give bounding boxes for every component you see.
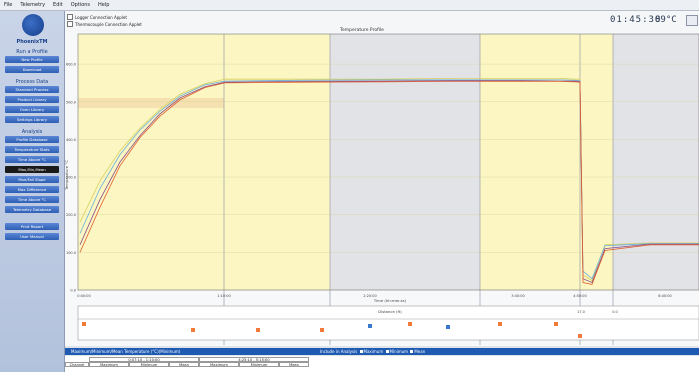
menu-file[interactable]: File bbox=[4, 2, 13, 8]
y-tick-label: 100.0 bbox=[66, 251, 76, 255]
x-tick-label: 1:10:00 bbox=[217, 294, 231, 298]
zone-marker bbox=[368, 324, 372, 328]
max-difference-button[interactable]: Max Difference bbox=[5, 186, 59, 193]
group-header-1: 0:07:10 - 1:10:00 bbox=[89, 357, 199, 362]
zone-marker bbox=[320, 328, 324, 332]
x-tick-label: 4:50:00 bbox=[573, 294, 587, 298]
zone-strip-label: Distance (ft) bbox=[378, 309, 402, 314]
col-min-2: Minimum bbox=[239, 362, 279, 367]
menu-help[interactable]: Help bbox=[98, 2, 110, 8]
zone-marker bbox=[191, 328, 195, 332]
rise-fall-slope-button[interactable]: Rise/Fall Slope bbox=[5, 176, 59, 183]
top-strip: Logger Connection Applet Thermocouple Co… bbox=[65, 11, 699, 32]
clock-readout: 01:45:30 bbox=[610, 15, 662, 25]
time-above-2-button[interactable]: Time Above °C bbox=[5, 196, 59, 203]
x-axis-label: Time (hh:mm:ss) bbox=[373, 298, 407, 303]
include-filter: Include in Analysis Maximum Minimum Mean bbox=[320, 349, 426, 354]
col-max-2: Maximum bbox=[199, 362, 239, 367]
time-above-button[interactable]: Time Above °C bbox=[5, 156, 59, 163]
series-line bbox=[79, 79, 699, 280]
zone-strip bbox=[77, 305, 699, 341]
checkbox-icon bbox=[67, 14, 73, 20]
chart-title: Temperature Profile bbox=[340, 28, 384, 33]
sidebar: PhoenixTM Run a Profile New Profile Down… bbox=[0, 11, 65, 372]
telemetry-database-button[interactable]: Telemetry Database bbox=[5, 206, 59, 213]
plot-frame bbox=[77, 33, 699, 291]
temperature-readout: 89°C bbox=[655, 15, 677, 25]
series-line bbox=[79, 81, 699, 285]
zone-band bbox=[330, 34, 480, 290]
y-tick-label: 300.0 bbox=[66, 176, 76, 180]
oven-library-button[interactable]: Oven Library bbox=[5, 106, 59, 113]
checkbox-icon bbox=[67, 21, 73, 27]
zone-marker-label: 17.0 bbox=[577, 310, 585, 314]
y-tick-label: 600.0 bbox=[66, 63, 76, 67]
highlight-band bbox=[78, 98, 224, 108]
zone-band bbox=[613, 34, 699, 290]
zone-marker-label: 0.0 bbox=[612, 310, 618, 314]
group-header-2: 4:25:10 - 5:15:00 bbox=[199, 357, 309, 362]
menu-options[interactable]: Options bbox=[70, 2, 91, 8]
zone-marker bbox=[256, 328, 260, 332]
y-axis-label: Temperature °C bbox=[64, 160, 69, 191]
zone-marker bbox=[498, 322, 502, 326]
logger-connection-toggle[interactable]: Logger Connection Applet bbox=[67, 14, 127, 20]
table-group-row: 0:07:10 - 1:10:00 4:25:10 - 5:15:00 bbox=[89, 357, 309, 362]
col-mean-2: Mean bbox=[279, 362, 309, 367]
stats-table: 0:07:10 - 1:10:00 4:25:10 - 5:15:00 Chan… bbox=[65, 356, 699, 372]
phoenix-logo-icon bbox=[22, 14, 44, 36]
menu-bar: File Telemetry Edit Options Help bbox=[0, 0, 699, 11]
section-process-data: Process Data bbox=[15, 79, 49, 85]
maximum-checkbox[interactable] bbox=[359, 350, 363, 353]
table-column-row: Channel Maximum Minimum Mean Maximum Min… bbox=[65, 362, 309, 367]
x-tick-label: 6:40:00 bbox=[658, 294, 672, 298]
new-profile-button[interactable]: New Profile bbox=[5, 56, 59, 63]
zone-marker bbox=[82, 322, 86, 326]
max-min-mean-button[interactable]: Max,Min,Mean bbox=[5, 166, 59, 173]
standard-process-button[interactable]: Standard Process bbox=[5, 86, 59, 93]
y-tick-label: 400.0 bbox=[66, 138, 76, 142]
stats-title: Maximum/Minimum/Mean Temperature (°C)(Mi… bbox=[71, 349, 181, 354]
col-mean-1: Mean bbox=[169, 362, 199, 367]
mean-checkbox[interactable] bbox=[410, 350, 414, 353]
temperature-stats-button[interactable]: Temperature Stats bbox=[5, 146, 59, 153]
y-tick-label: 0.0 bbox=[70, 289, 76, 293]
user-manual-button[interactable]: User Manual bbox=[5, 233, 59, 240]
window-button[interactable] bbox=[686, 15, 698, 26]
series-line bbox=[79, 80, 699, 284]
y-tick-label: 500.0 bbox=[66, 100, 76, 104]
zone-marker bbox=[578, 334, 582, 338]
product-library-button[interactable]: Product Library bbox=[5, 96, 59, 103]
x-tick-label: 2:20:00 bbox=[363, 294, 377, 298]
zone-marker bbox=[446, 325, 450, 329]
download-button[interactable]: Download bbox=[5, 66, 59, 73]
profile-database-button[interactable]: Profile Database bbox=[5, 136, 59, 143]
thermocouple-connection-toggle[interactable]: Thermocouple Connection Applet bbox=[67, 21, 142, 27]
menu-telemetry[interactable]: Telemetry bbox=[20, 2, 46, 8]
stats-header: Maximum/Minimum/Mean Temperature (°C)(Mi… bbox=[65, 348, 699, 355]
x-tick-label: 0:00:00 bbox=[77, 294, 91, 298]
print-report-button[interactable]: Print Report bbox=[5, 223, 59, 230]
menu-edit[interactable]: Edit bbox=[53, 2, 63, 8]
minimum-checkbox[interactable] bbox=[385, 350, 389, 353]
zone-marker bbox=[408, 322, 412, 326]
series-line bbox=[79, 78, 699, 282]
y-tick-label: 200.0 bbox=[66, 213, 76, 217]
zone-marker bbox=[554, 322, 558, 326]
x-tick-label: 3:40:00 bbox=[511, 294, 525, 298]
settings-library-button[interactable]: Settings Library bbox=[5, 116, 59, 123]
logo-text: PhoenixTM bbox=[16, 39, 48, 45]
section-analysis: Analysis bbox=[21, 129, 43, 135]
section-run-profile: Run a Profile bbox=[16, 49, 48, 55]
col-max-1: Maximum bbox=[89, 362, 129, 367]
col-min-1: Minimum bbox=[129, 362, 169, 367]
col-channel: Channel bbox=[65, 362, 89, 367]
